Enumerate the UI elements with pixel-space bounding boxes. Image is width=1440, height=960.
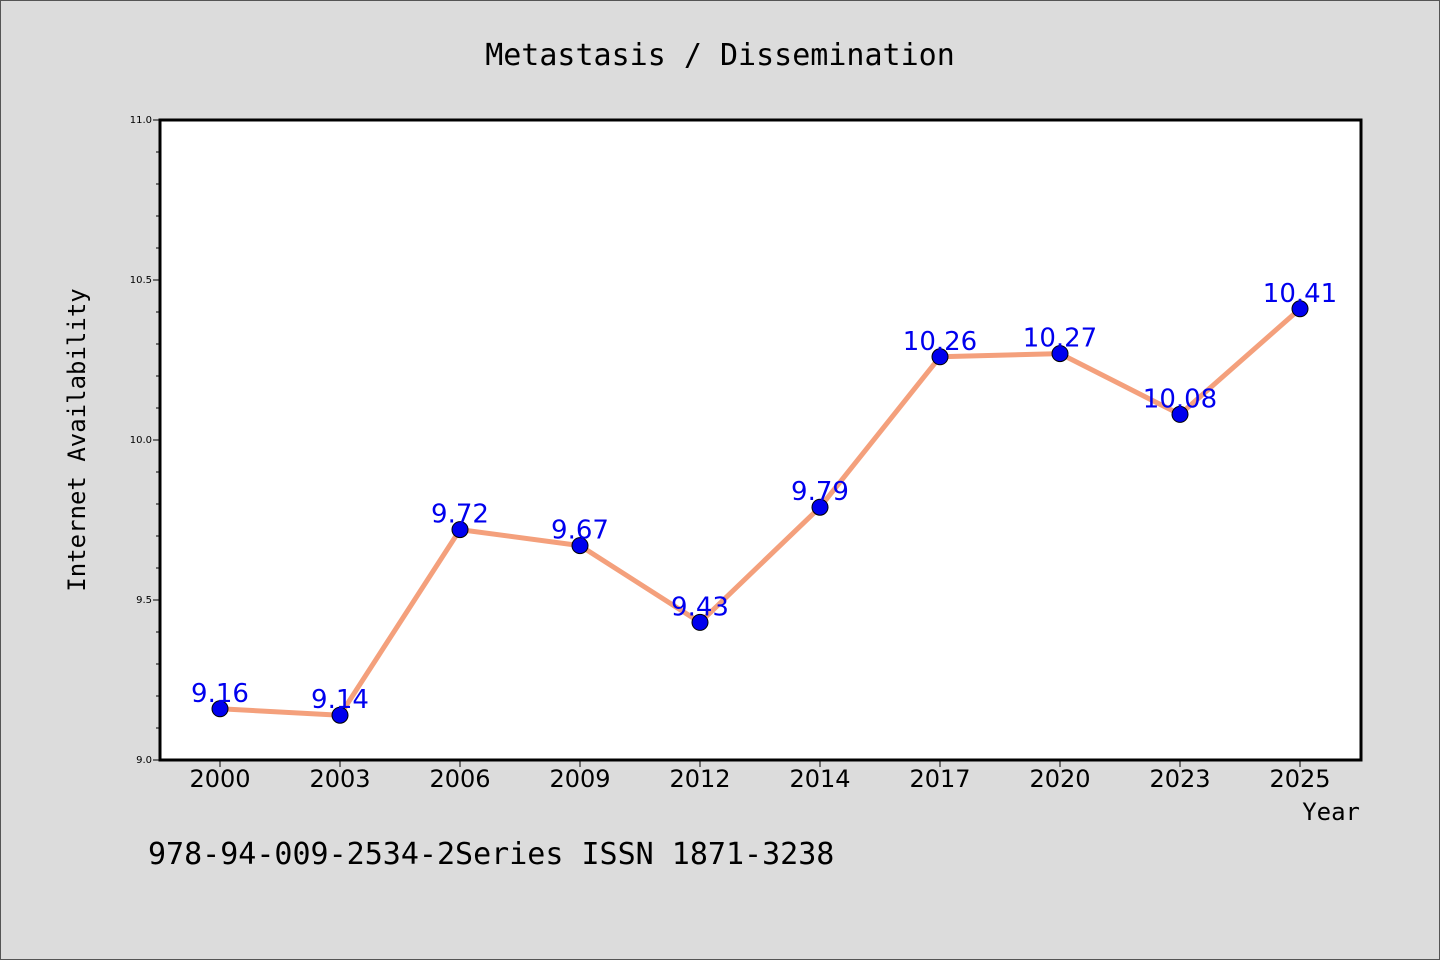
data-label: 10.27	[1023, 324, 1097, 354]
data-point	[331, 706, 349, 724]
y-tick-label: 9.5	[136, 595, 152, 606]
x-tick-label: 2014	[789, 765, 850, 793]
data-point	[1171, 405, 1189, 423]
x-tick-label: 2025	[1269, 765, 1330, 793]
data-point	[811, 498, 829, 516]
series-line	[217, 306, 1303, 718]
x-tick-label: 2017	[909, 765, 970, 793]
x-tick-label: 2000	[189, 765, 250, 793]
x-tick-label: 2023	[1149, 765, 1210, 793]
footer-text: 978-94-009-2534-2Series ISSN 1871-3238	[148, 837, 834, 872]
y-tick-label: 9.0	[136, 755, 152, 766]
x-tick-label: 2012	[669, 765, 730, 793]
data-points	[211, 300, 1309, 724]
y-axis-label: Internet Availability	[63, 288, 91, 591]
data-label: 9.72	[431, 500, 489, 530]
data-point	[691, 613, 709, 631]
y-tick-label: 10.5	[130, 275, 152, 286]
data-point	[211, 700, 229, 718]
data-point	[571, 537, 589, 555]
x-tick-label: 2006	[429, 765, 490, 793]
data-point	[1291, 300, 1309, 318]
data-label: 9.67	[551, 516, 609, 546]
x-tick-label: 2003	[309, 765, 370, 793]
y-tick-label: 11.0	[130, 115, 152, 126]
data-label: 9.14	[311, 685, 369, 715]
x-tick-label: 2009	[549, 765, 610, 793]
x-axis-label: Year	[1302, 798, 1360, 826]
y-tick-label: 10.0	[130, 435, 152, 446]
data-label: 10.41	[1263, 279, 1337, 309]
data-label: 9.16	[191, 679, 249, 709]
data-point	[931, 348, 949, 366]
data-label: 10.08	[1143, 384, 1217, 414]
data-point	[451, 521, 469, 539]
chart-title: Metastasis / Dissemination	[485, 38, 955, 73]
x-tick-label: 2020	[1029, 765, 1090, 793]
data-point	[1051, 345, 1069, 363]
series-line-group	[217, 306, 1303, 718]
data-labels: 9.16 9.14 9.72 9.67 9.43 9.79 10.26 10.27 10.08 1…	[191, 279, 1337, 715]
plot-area	[158, 118, 1363, 762]
data-label: 9.43	[671, 592, 729, 622]
data-label: 10.26	[903, 327, 977, 357]
data-label: 9.79	[791, 477, 849, 507]
y-axis: 9.0 9.5 10.0 10.5 11.0	[130, 115, 160, 766]
x-axis: 2000 2003 2006 2009 2012 2014 2017 2020 2023 2025	[189, 760, 1331, 793]
